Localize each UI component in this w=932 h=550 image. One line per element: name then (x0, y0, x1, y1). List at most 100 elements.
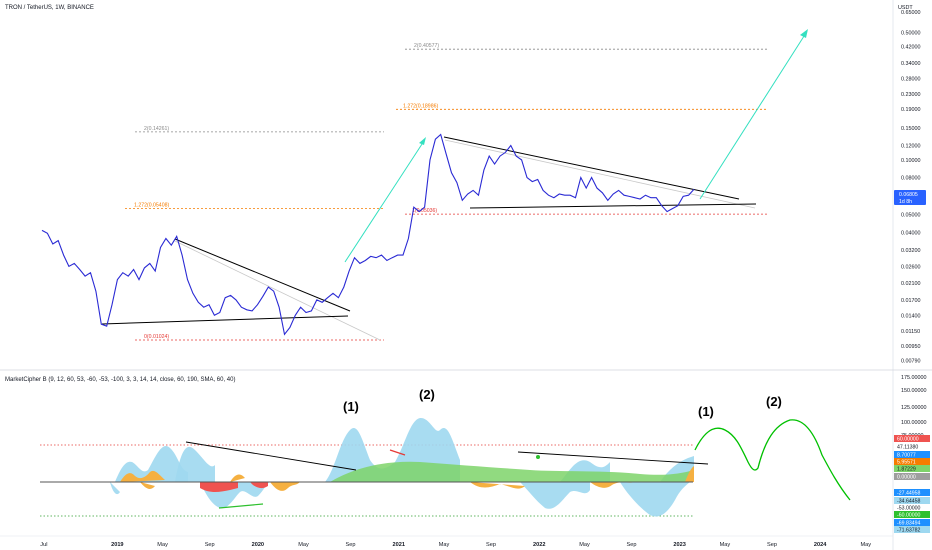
osc-value-badge (894, 451, 930, 458)
osc-value-badge (894, 458, 930, 465)
osc-red-segment (389, 449, 406, 456)
price-series-line[interactable] (41, 133, 695, 336)
fib-level-label: 2(0.40577) (414, 43, 439, 49)
wave-label-2: (2) (419, 387, 435, 402)
projection-arrow-1[interactable] (344, 137, 426, 263)
time-tick: May (720, 542, 731, 548)
time-axis-ticks: Jul 2019 May Sep 2020 May Sep 2021 May Sep 2022 May… (40, 542, 871, 548)
osc-value-label: 47.11380 (897, 445, 918, 451)
fib-level-label: 1.272(0.05408) (134, 203, 169, 209)
osc-tick: 100.00000 (901, 420, 926, 426)
osc-value-label: -71.63782 (897, 528, 920, 534)
price-tick: 0.08000 (901, 176, 921, 182)
time-tick: Sep (767, 542, 777, 548)
wave-label-1: (1) (343, 399, 359, 414)
osc-value-badge (894, 435, 930, 442)
osc-value-badge (894, 443, 930, 450)
price-tick: 0.50000 (901, 31, 921, 37)
osc-value-badge (894, 526, 930, 533)
time-tick: May (439, 542, 450, 548)
fib-level-label: 1(0.05036) (412, 208, 437, 214)
osc-divergence-line (218, 503, 264, 509)
osc-value-label: -27.44958 (897, 491, 920, 497)
time-tick: Sep (627, 542, 637, 548)
price-tick: 0.65000 (901, 10, 921, 16)
support-line-2[interactable] (469, 203, 757, 209)
time-tick: Sep (346, 542, 356, 548)
osc-trendline-1 (185, 441, 357, 471)
osc-value-badge (894, 497, 930, 504)
green-dot-signal (536, 455, 540, 459)
osc-value-label: -34.64458 (897, 499, 920, 505)
wave-label-3: (1) (698, 404, 714, 419)
currency-label: USDT (898, 5, 913, 11)
osc-value-badge (894, 504, 930, 511)
time-tick: 2019 (111, 542, 123, 548)
last-price-value: 0.06805 (899, 192, 918, 198)
price-tick: 0.42000 (901, 45, 921, 51)
osc-trendline-2 (517, 451, 709, 465)
guide-line-1 (174, 240, 381, 341)
price-tick: 0.12000 (901, 144, 921, 150)
price-tick: 0.10000 (901, 158, 921, 164)
wave-label-4: (2) (766, 394, 782, 409)
time-tick: May (579, 542, 590, 548)
price-tick: 0.05000 (901, 213, 921, 219)
time-tick: Sep (486, 542, 496, 548)
osc-tick: 150.00000 (901, 388, 926, 394)
osc-value-label: -60.00000 (897, 513, 920, 519)
osc-value-label: 5.95571 (897, 460, 916, 466)
projected-wave-line (694, 419, 851, 501)
price-axis-ticks: 0.65000 0.50000 0.42000 0.34000 0.28000 0.230… (901, 10, 921, 365)
osc-value-label: 1.87229 (897, 467, 916, 473)
time-tick: 2021 (393, 542, 405, 548)
price-tick: 0.01700 (901, 298, 921, 304)
osc-value-badge (894, 511, 930, 518)
osc-value-label: 60.00000 (897, 437, 919, 443)
osc-tick: 125.00000 (901, 405, 926, 411)
price-tick: 0.23000 (901, 92, 921, 98)
guide-line-2 (444, 139, 756, 209)
fib-level-label: 2(0.14261) (144, 126, 169, 132)
price-tick: 0.00790 (901, 359, 921, 365)
time-tick: May (157, 542, 168, 548)
price-tick: 0.01150 (901, 329, 920, 335)
time-tick: May (861, 542, 872, 548)
time-tick: 2022 (533, 542, 545, 548)
price-tick: 0.28000 (901, 77, 921, 83)
price-tick: 0.04000 (901, 230, 921, 236)
osc-value-badge (894, 519, 930, 526)
descending-trendline-1[interactable] (174, 238, 351, 312)
osc-value-label: -53.00000 (897, 506, 920, 512)
time-tick: 2023 (673, 542, 685, 548)
time-tick: Jul (40, 542, 47, 548)
price-tick: 0.00950 (901, 344, 921, 350)
osc-value-label: 8.70077 (897, 453, 916, 459)
price-tick: 0.02600 (901, 264, 921, 270)
time-tick: May (298, 542, 309, 548)
indicator-title: MarketCipher B (9, 12, 60, 53, -60, -53,… (5, 377, 235, 383)
fib-level-label: 1.272(0.18986) (403, 103, 438, 109)
price-tick: 0.03200 (901, 248, 921, 254)
time-tick: 2024 (814, 542, 827, 548)
price-tick: 0.02100 (901, 281, 921, 287)
support-line-1[interactable] (101, 315, 349, 325)
osc-tick: 175.00000 (901, 375, 926, 381)
descending-trendline-2[interactable] (443, 136, 740, 200)
price-tick: 0.34000 (901, 61, 921, 67)
osc-value-label: 0.00000 (897, 475, 916, 481)
time-tick: Sep (205, 542, 215, 548)
osc-value-badge (894, 489, 930, 496)
price-tick: 0.15000 (901, 126, 921, 132)
osc-value-badge (894, 465, 930, 472)
projection-arrow-2[interactable] (699, 29, 808, 200)
price-tick: 0.19000 (901, 107, 921, 113)
oscillator-clouds (110, 417, 694, 517)
osc-value-badge (894, 473, 930, 480)
time-tick: 2020 (252, 542, 264, 548)
last-price-countdown: 1d 8h (899, 199, 912, 205)
fib-level-label: 0(0.01024) (144, 334, 169, 340)
last-price-badge: 0.06805 1d 8h (894, 190, 926, 205)
